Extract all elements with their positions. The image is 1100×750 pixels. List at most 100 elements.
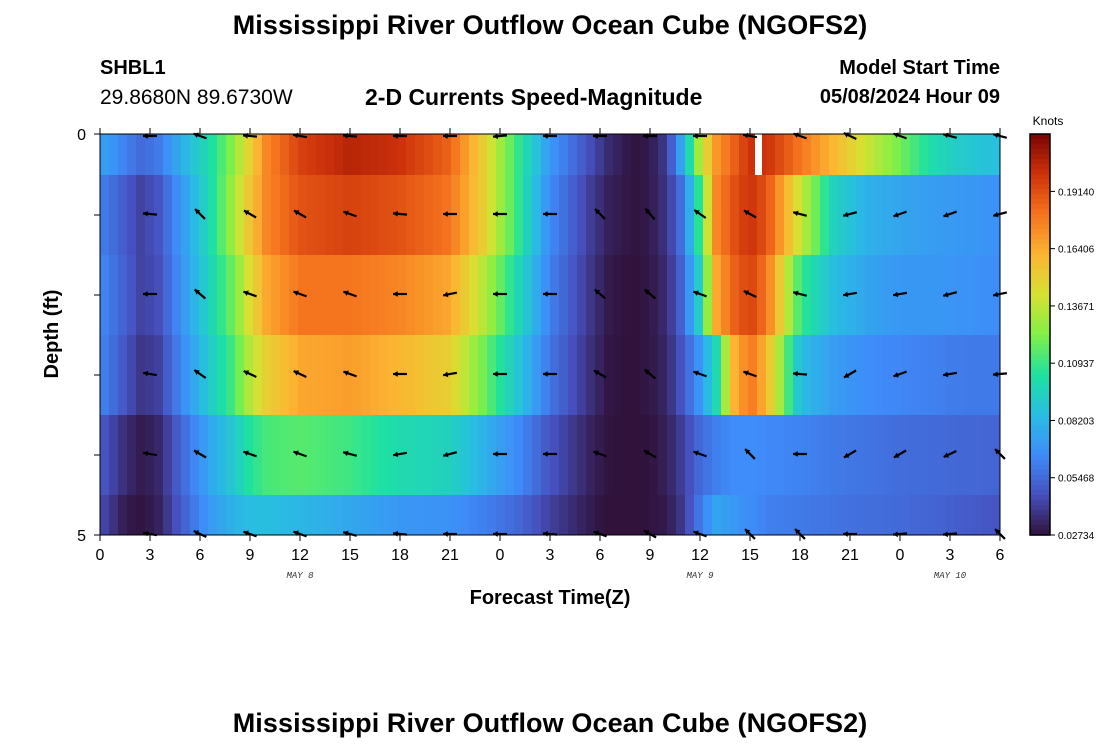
heatmap-cell [721, 134, 731, 175]
heatmap-cell [784, 335, 794, 415]
heatmap-cell [658, 415, 668, 495]
current-arrow [543, 133, 557, 139]
heatmap-cell [586, 134, 596, 175]
heatmap-cell [289, 255, 299, 335]
heatmap-cell [289, 495, 299, 535]
heatmap-cell [541, 495, 551, 535]
colorbar-segment [1030, 349, 1050, 356]
heatmap-cell [523, 175, 533, 255]
current-arrow [693, 133, 707, 139]
current-arrow [593, 288, 607, 300]
heatmap-cell [739, 175, 749, 255]
heatmap-cell [487, 255, 497, 335]
heatmap-cell [127, 415, 137, 495]
heatmap-cell [406, 175, 416, 255]
heatmap-cell [379, 134, 389, 175]
heatmap-cell [406, 255, 416, 335]
colorbar-segment [1030, 214, 1050, 220]
heatmap-cell [982, 134, 992, 175]
heatmap-cell [118, 415, 128, 495]
heatmap-cell [460, 134, 470, 175]
heatmap-cell [865, 335, 875, 415]
heatmap-cell [649, 335, 659, 415]
current-arrow [743, 209, 757, 219]
heatmap-cell [730, 134, 740, 175]
colorbar-tick-label: 0.13671 [1058, 302, 1095, 313]
current-arrow [493, 371, 507, 377]
heatmap-cell [658, 255, 668, 335]
y-tick-label: 0 [77, 127, 86, 144]
heatmap-cell [829, 335, 839, 415]
colorbar-segment [1030, 204, 1050, 210]
heatmap-cell [262, 415, 272, 495]
missing-data-gap [755, 134, 762, 175]
heatmap-cell [775, 335, 785, 415]
colorbar-tick-label: 0.05468 [1058, 474, 1095, 485]
heatmap-cell [271, 255, 281, 335]
heatmap-cell [163, 495, 173, 535]
heatmap-cell [991, 495, 1000, 535]
heatmap-cell [217, 255, 227, 335]
heatmap-cell [253, 495, 263, 535]
current-arrow [643, 529, 657, 539]
heatmap-cell [388, 255, 398, 335]
heatmap-cell [847, 134, 857, 175]
colorbar-segment [1030, 489, 1050, 496]
heatmap-cell [766, 175, 776, 255]
current-arrow [243, 530, 257, 538]
heatmap-cell [946, 335, 956, 415]
heatmap-cell [163, 335, 173, 415]
heatmap-cell [865, 415, 875, 495]
heatmap-cell [667, 134, 677, 175]
heatmap-cell [883, 134, 893, 175]
heatmap-cell [136, 255, 146, 335]
current-arrow [792, 210, 808, 217]
heatmap-cell [973, 134, 983, 175]
current-arrow [143, 133, 157, 139]
heatmap-cell [136, 335, 146, 415]
heatmap-cell [532, 415, 542, 495]
heatmap-cell [433, 495, 443, 535]
heatmap-cell [262, 335, 272, 415]
heatmap-cell [370, 495, 380, 535]
heatmap-cell [343, 335, 353, 415]
colorbar-segment [1030, 144, 1050, 150]
colorbar-segment [1030, 189, 1050, 195]
heatmap-cell [208, 255, 218, 335]
colorbar-segment [1030, 239, 1050, 245]
heatmap-cell [964, 255, 974, 335]
heatmap-cell [793, 495, 803, 535]
heatmap-cell [469, 335, 479, 415]
heatmap-cell [190, 255, 200, 335]
colorbar-segment [1030, 304, 1050, 311]
heatmap-cell [325, 175, 335, 255]
colorbar-segment [1030, 169, 1050, 175]
heatmap-cell [496, 134, 506, 175]
heatmap-cell [190, 415, 200, 495]
heatmap-cell [478, 255, 488, 335]
heatmap-cell [721, 335, 731, 415]
heatmap-cell [631, 415, 641, 495]
heatmap-cell [469, 495, 479, 535]
current-arrow [193, 449, 207, 459]
heatmap-cell [703, 255, 713, 335]
heatmap-cell [874, 495, 884, 535]
colorbar-segment [1030, 464, 1050, 471]
heatmap-cell [550, 134, 560, 175]
heatmap-cell [460, 335, 470, 415]
heatmap-cell [289, 415, 299, 495]
current-arrow [892, 531, 908, 538]
heatmap-cell [811, 495, 821, 535]
heatmap-cell [334, 335, 344, 415]
heatmap-cell [973, 335, 983, 415]
heatmap-cell [379, 415, 389, 495]
colorbar-segment [1030, 374, 1050, 381]
heatmap-cell [910, 335, 920, 415]
heatmap-cell [235, 175, 245, 255]
heatmap-cell [937, 415, 947, 495]
heatmap-cell [109, 495, 119, 535]
heatmap-cell [253, 134, 263, 175]
heatmap-cell [253, 335, 263, 415]
heatmap-cell [901, 335, 911, 415]
x-tick-label: 18 [391, 547, 409, 564]
